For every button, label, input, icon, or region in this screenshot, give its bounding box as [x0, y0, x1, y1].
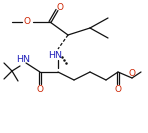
Text: O: O [115, 86, 122, 95]
Text: O: O [37, 86, 44, 95]
Text: HN: HN [16, 55, 30, 65]
Text: HN: HN [48, 51, 62, 59]
Text: O: O [128, 70, 136, 78]
Text: O: O [24, 18, 30, 26]
Text: O: O [57, 3, 63, 13]
